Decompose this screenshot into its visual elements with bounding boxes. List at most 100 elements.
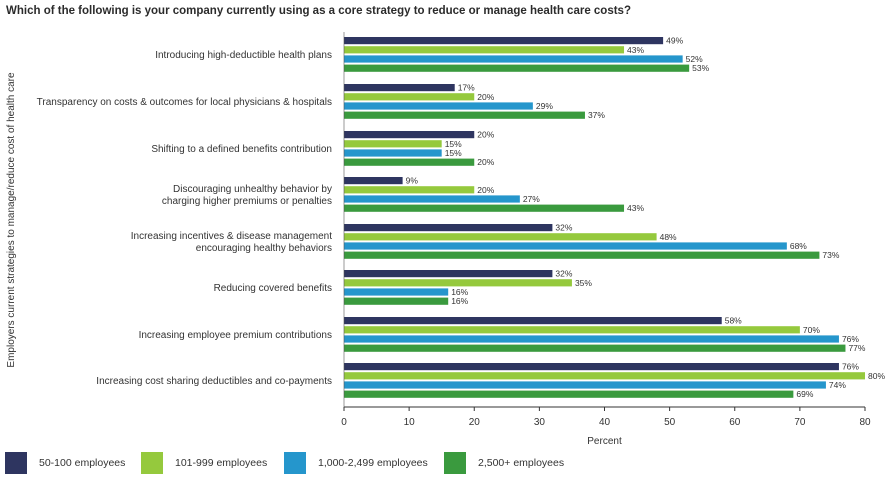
bar-7-series-2 — [344, 326, 800, 334]
value-label: 73% — [822, 250, 839, 260]
legend-swatch — [284, 452, 306, 474]
bar-7-series-1 — [344, 317, 722, 325]
bar-6-series-2 — [344, 279, 572, 287]
value-label: 20% — [477, 157, 494, 167]
bars-layer: 49% 43% 52%53% Introducing high-deductible … — [37, 36, 886, 400]
x-tick-label: 40 — [599, 417, 611, 428]
value-label: 35% — [575, 278, 592, 288]
value-label: 68% — [790, 241, 807, 251]
bar-3-series-4 — [344, 158, 475, 166]
x-axis-title: Percent — [587, 436, 622, 447]
bar-5-series-2 — [344, 233, 657, 241]
legend-label: 2,500+ employees — [478, 457, 565, 469]
bar-2-series-4 — [344, 111, 585, 119]
category-label: encouraging healthy behaviors — [196, 243, 332, 254]
x-tick-label: 20 — [469, 417, 481, 428]
bar-4-series-4 — [344, 204, 625, 212]
bar-2-series-3 — [344, 102, 533, 110]
category-label: Increasing employee premium contribution… — [139, 330, 332, 341]
value-label: 43% — [627, 45, 644, 55]
x-axis: 0 10 20 30 40 50 60 70 80 — [341, 32, 871, 428]
x-tick-label: 60 — [729, 417, 741, 428]
category-label: Increasing incentives & disease manageme… — [131, 231, 332, 242]
bar-6-series-4 — [344, 297, 449, 305]
category-label: Increasing cost sharing deductibles and … — [96, 376, 332, 387]
bar-2-series-1 — [344, 84, 455, 92]
bar-7-series-3 — [344, 335, 839, 343]
category-label: Introducing high-deductible health plans — [155, 50, 332, 61]
value-label: 32% — [555, 269, 572, 279]
value-label: 74% — [829, 380, 846, 390]
x-tick-label: 50 — [664, 417, 676, 428]
value-label: 77% — [848, 343, 865, 353]
bar-3-series-1 — [344, 131, 475, 139]
bar-8-series-1 — [344, 363, 839, 371]
x-tick-label: 30 — [534, 417, 546, 428]
legend-item: 1,000-2,499 employees — [284, 452, 428, 474]
value-label: 53% — [692, 63, 709, 73]
legend-label: 50-100 employees — [39, 457, 126, 469]
bar-3-series-3 — [344, 149, 442, 157]
legend-swatch — [444, 452, 466, 474]
legend-swatch — [141, 452, 163, 474]
legend-swatch — [5, 452, 27, 474]
chart-title: Which of the following is your company c… — [6, 5, 631, 17]
bar-1-series-2 — [344, 46, 625, 54]
value-label: 20% — [477, 130, 494, 140]
bar-4-series-1 — [344, 177, 403, 185]
x-tick-label: 80 — [859, 417, 871, 428]
bar-7-series-4 — [344, 344, 846, 352]
value-label: 29% — [536, 101, 553, 111]
value-label: 20% — [477, 92, 494, 102]
bar-4-series-3 — [344, 195, 520, 203]
y-axis-title: Employers current strategies to manage/r… — [6, 72, 17, 368]
category-label: charging higher premiums or penalties — [162, 196, 332, 207]
legend-item: 101-999 employees — [141, 452, 267, 474]
value-label: 16% — [451, 296, 468, 306]
value-label: 48% — [660, 232, 677, 242]
value-label: 17% — [458, 83, 475, 93]
value-label: 15% — [445, 139, 462, 149]
value-label: 32% — [555, 223, 572, 233]
x-tick-label: 0 — [341, 417, 347, 428]
bar-8-series-3 — [344, 381, 826, 389]
bar-3-series-2 — [344, 140, 442, 148]
x-tick-label: 10 — [404, 417, 416, 428]
legend: 50-100 employees 101-999 employees 1,000-2… — [0, 452, 893, 476]
value-label: 49% — [666, 36, 683, 46]
value-label: 15% — [445, 148, 462, 158]
legend-label: 1,000-2,499 employees — [318, 457, 428, 469]
legend-item: 50-100 employees — [5, 452, 125, 474]
x-tick-label: 70 — [794, 417, 806, 428]
legend-item: 2,500+ employees — [444, 452, 564, 474]
value-label: 16% — [451, 287, 468, 297]
value-label: 70% — [803, 325, 820, 335]
value-label: 52% — [686, 54, 703, 64]
bar-1-series-3 — [344, 55, 683, 63]
category-label: Shifting to a defined benefits contribut… — [151, 144, 332, 155]
category-label: Transparency on costs & outcomes for loc… — [37, 97, 332, 108]
bar-8-series-2 — [344, 372, 865, 380]
bar-6-series-1 — [344, 270, 553, 278]
bar-5-series-1 — [344, 224, 553, 232]
bar-1-series-1 — [344, 37, 664, 45]
category-label: Discouraging unhealthy behavior by — [173, 184, 332, 195]
value-label: 37% — [588, 110, 605, 120]
legend-label: 101-999 employees — [175, 457, 268, 469]
bar-chart: 49% 43% 52%53% Introducing high-deductible … — [6, 32, 886, 447]
value-label: 43% — [627, 203, 644, 213]
bar-4-series-2 — [344, 186, 475, 194]
value-label: 58% — [725, 316, 742, 326]
bar-8-series-4 — [344, 390, 794, 398]
value-label: 69% — [796, 389, 813, 399]
value-label: 27% — [523, 194, 540, 204]
value-label: 76% — [842, 362, 859, 372]
category-label: Reducing covered benefits — [214, 283, 332, 294]
value-label: 76% — [842, 334, 859, 344]
bar-5-series-3 — [344, 242, 787, 250]
bar-1-series-4 — [344, 64, 690, 72]
bar-5-series-4 — [344, 251, 820, 259]
bar-6-series-3 — [344, 288, 449, 296]
value-label: 80% — [868, 371, 885, 381]
value-label: 20% — [477, 185, 494, 195]
